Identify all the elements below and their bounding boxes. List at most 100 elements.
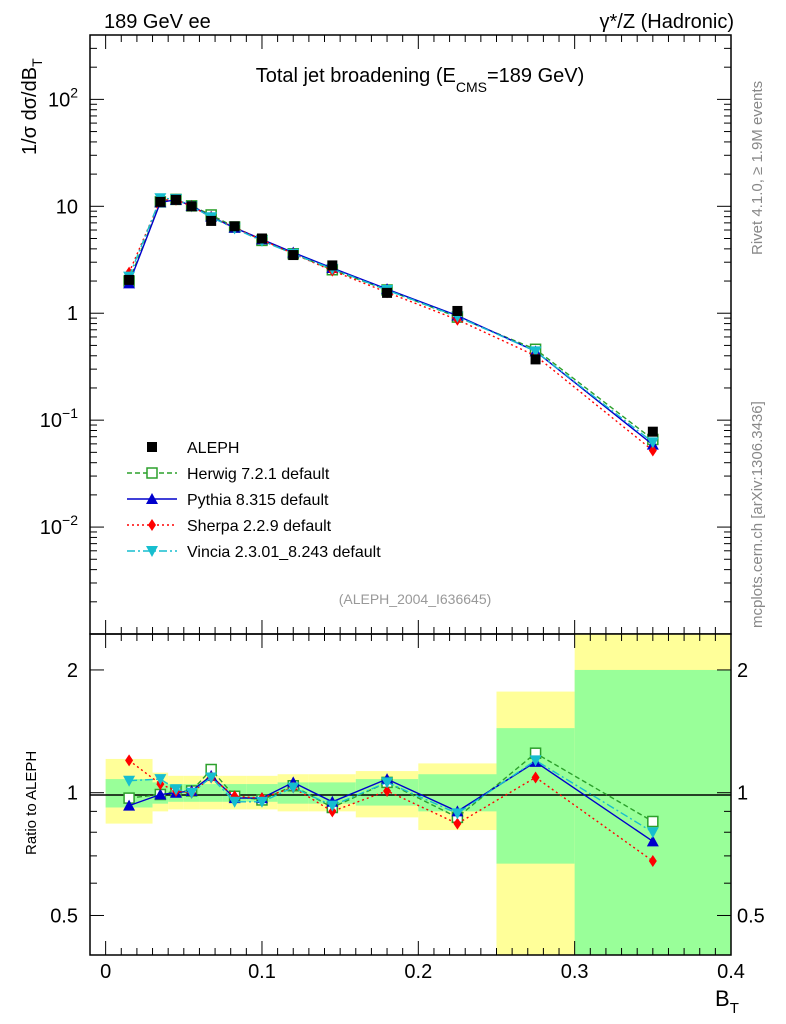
main-panel: 102 10 1 10−1 10−2 Total jet broadening (ECM… — [19, 34, 732, 635]
pythia-line — [128, 199, 654, 446]
ratio-vincia-point — [123, 775, 136, 787]
series-sherpa — [125, 193, 657, 457]
ratio-vincia-point — [287, 782, 300, 794]
aleph-point — [530, 354, 541, 365]
ratio-vincia-point — [154, 774, 167, 786]
legend-label-vincia: Vincia 2.3.01_8.243 default — [187, 544, 381, 561]
aleph-point — [288, 250, 299, 261]
ratio-ytick-label-left: 2 — [67, 660, 78, 682]
legend-marker-pythia — [146, 493, 158, 504]
main-ytick-label: 102 — [48, 84, 78, 111]
ratio-ytick-label-right: 0.5 — [737, 905, 765, 927]
main-series — [123, 193, 659, 457]
ratio-vincia-point — [169, 784, 182, 796]
herwig-line — [128, 198, 654, 440]
aleph-point — [327, 260, 338, 271]
header-left: 189 GeV ee — [104, 11, 211, 33]
main-ylabel: 1/σ dσ/dBT — [19, 58, 45, 155]
ratio-xlabel: BT — [715, 986, 739, 1017]
legend-entry-pythia: Pythia 8.315 default — [127, 492, 329, 509]
ratio-sherpa-point — [125, 754, 134, 767]
aleph-point — [124, 274, 135, 285]
series-herwig — [123, 193, 659, 446]
ratio-xtick-label: 0.3 — [561, 961, 589, 983]
ratio-xtick-label: 0.4 — [717, 961, 745, 983]
ratio-xtick-label: 0 — [100, 961, 111, 983]
ratio-ytick-label-right: 2 — [737, 660, 748, 682]
legend-entry-herwig: Herwig 7.2.1 default — [127, 466, 330, 483]
aleph-point — [452, 305, 463, 316]
vincia-point — [646, 437, 659, 449]
aleph-point — [155, 196, 166, 207]
aleph-point — [256, 233, 267, 244]
ratio-xtick-label: 0.2 — [404, 961, 432, 983]
ratio-vincia-point — [529, 755, 542, 767]
legend-label-aleph: ALEPH — [187, 440, 239, 457]
ratio-pythia-point — [646, 835, 659, 847]
main-ytick-label: 10 — [56, 196, 78, 218]
rivet-label: Rivet 4.1.0, ≥ 1.9M events — [749, 81, 766, 255]
ratio-vincia-point — [205, 772, 218, 784]
aleph-point — [229, 221, 240, 232]
ratio-ylabel: Ratio to ALEPH — [23, 751, 40, 855]
ratio-sherpa-point — [453, 817, 462, 830]
ratio-vincia-point — [646, 827, 659, 839]
series-vincia — [123, 193, 659, 449]
ratio-series — [123, 747, 659, 868]
ratio-pythia-point — [154, 788, 167, 800]
vincia-point — [529, 346, 542, 358]
ratio-vincia-point — [255, 796, 268, 808]
ratio-ticks: 0.5 0.5 1 1 2 2 0 0.1 0.2 0.3 0.4 — [50, 634, 765, 983]
main-ytick-label: 1 — [67, 303, 78, 325]
ratio-herwig-point — [647, 815, 659, 828]
inner-band — [199, 784, 223, 802]
legend-label-pythia: Pythia 8.315 default — [187, 492, 329, 509]
ratio-sherpa-point — [383, 784, 392, 797]
main-ytick-label: 10−2 — [40, 512, 78, 539]
aleph-point — [186, 201, 197, 212]
outer-band — [496, 863, 575, 955]
series-aleph — [124, 194, 658, 437]
ratio-vincia-point — [228, 796, 241, 808]
source-label: (ALEPH_2004_I636645) — [339, 591, 492, 607]
legend: ALEPH Herwig 7.2.1 default Pythia 8.315 de… — [127, 440, 381, 561]
legend-label-herwig: Herwig 7.2.1 default — [187, 466, 330, 483]
ratio-pythia-point — [123, 799, 136, 811]
ratio-ytick-label-left: 1 — [67, 783, 78, 805]
ratio-vincia-point — [451, 808, 464, 820]
aleph-point — [382, 287, 393, 298]
legend-marker-aleph — [147, 442, 157, 452]
sherpa-point — [648, 444, 657, 457]
ratio-frame — [89, 633, 732, 956]
ratio-vincia-point — [381, 777, 394, 789]
legend-marker-vincia — [146, 546, 158, 557]
main-ytick-label: 10−1 — [40, 405, 78, 432]
legend-entry-aleph: ALEPH — [147, 440, 239, 457]
ratio-ytick-label-left: 0.5 — [50, 905, 78, 927]
ratio-sherpa-point — [648, 855, 657, 868]
legend-entry-vincia: Vincia 2.3.01_8.243 default — [127, 544, 381, 561]
mcplots-label: mcplots.cern.ch [arXiv:1306.3436] — [749, 401, 766, 628]
vincia-line — [128, 197, 654, 443]
ratio-series-vincia — [123, 755, 659, 839]
ratio-vincia-point — [185, 787, 198, 799]
legend-entry-sherpa: Sherpa 2.2.9 default — [127, 518, 332, 535]
inner-band — [574, 669, 731, 955]
legend-marker-herwig — [146, 467, 158, 479]
ratio-sherpa-point — [531, 771, 540, 784]
header-right: γ*/Z (Hadronic) — [600, 11, 734, 33]
legend-marker-sherpa — [148, 519, 156, 531]
series-pythia — [123, 193, 659, 450]
aleph-point — [170, 194, 181, 205]
aleph-point — [206, 215, 217, 226]
ratio-panel: 0.5 0.5 1 1 2 2 0 0.1 0.2 0.3 0.4 Ratio to ALEPH B… — [23, 633, 765, 1017]
legend-label-sherpa: Sherpa 2.2.9 default — [187, 518, 332, 535]
ratio-ytick-label-right: 1 — [737, 783, 748, 805]
inner-band — [308, 782, 356, 804]
ratio-xtick-label: 0.1 — [248, 961, 276, 983]
main-ticks: 102 10 1 10−1 10−2 — [40, 34, 732, 635]
ratio-vincia-point — [326, 800, 339, 812]
sherpa-line — [128, 199, 654, 452]
aleph-point — [647, 426, 658, 437]
